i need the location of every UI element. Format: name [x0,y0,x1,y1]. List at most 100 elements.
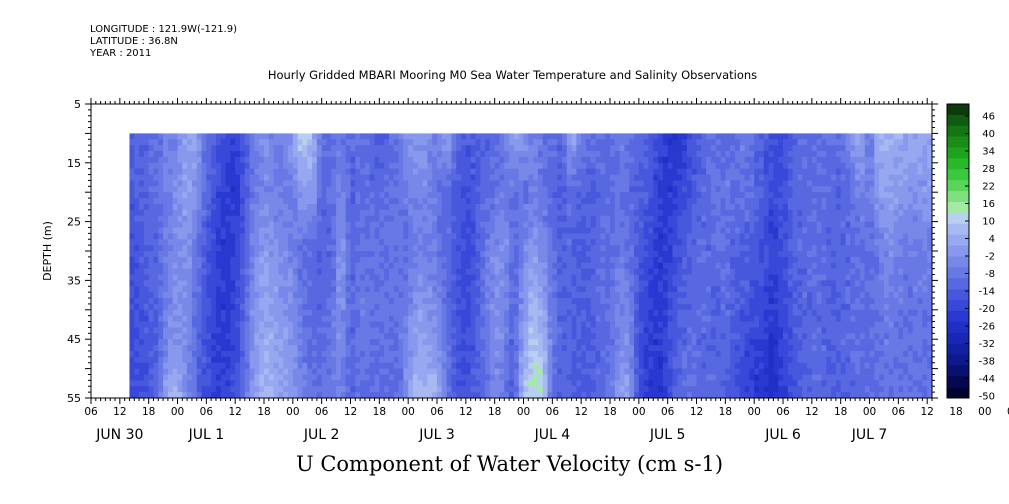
heatmap-cell [316,321,323,328]
heatmap-cell [201,133,207,140]
heatmap-cell [196,321,202,328]
heatmap-cell [297,251,303,258]
heatmap-cell [220,309,226,317]
heatmap-cell [331,374,337,381]
heatmap-cell [187,133,193,140]
heatmap-cell [600,198,606,205]
heatmap-cell [403,156,409,164]
heatmap-cell [307,315,313,322]
heatmap-cell [470,333,476,340]
heatmap-cell [412,192,419,199]
heatmap-cell [239,327,246,334]
heatmap-cell [340,350,347,358]
heatmap-cell [278,280,284,287]
heatmap-cell [158,274,164,281]
heatmap-cell [480,386,486,393]
heatmap-cell [196,262,202,270]
heatmap-cell [307,292,313,299]
heatmap-cell [196,268,202,275]
heatmap-cell [643,380,649,387]
heatmap-cell [489,174,496,181]
heatmap-cell [191,298,198,305]
heatmap-cell [537,245,544,252]
heatmap-cell [259,174,265,181]
heatmap-cell [437,362,443,369]
heatmap-cell [557,233,563,240]
heatmap-cell [475,345,481,352]
heatmap-cell [561,192,568,199]
heatmap-cell [451,180,457,187]
heatmap-cell [585,309,592,317]
heatmap-cell [331,227,337,234]
heatmap-cell [249,309,255,317]
heatmap-cell [634,251,640,258]
heatmap-cell [206,292,212,299]
heatmap-cell [182,327,188,334]
heatmap-cell [201,192,207,199]
heatmap-cell [230,309,236,317]
heatmap-cell [355,233,361,240]
heatmap-cell [523,186,529,193]
heatmap-cell [465,274,472,281]
heatmap-cell [158,186,164,193]
heatmap-cell [523,286,529,293]
heatmap-cell [196,245,202,252]
heatmap-cell [364,286,371,293]
heatmap-cell [595,356,601,364]
heatmap-cell [134,315,140,322]
heatmap-cell [610,174,616,181]
heatmap-cell [177,262,183,270]
heatmap-cell [134,209,140,217]
heatmap-cell [134,198,140,205]
heatmap-cell [581,333,587,340]
heatmap-cell [220,368,226,375]
heatmap-cell [239,374,246,381]
heatmap-cell [148,162,154,170]
heatmap-cell [139,168,145,175]
heatmap-cell [461,274,467,281]
heatmap-cell [605,139,611,146]
heatmap-cell [610,386,616,393]
heatmap-cell [489,245,496,252]
heatmap-cell [172,203,178,211]
heatmap-cell [446,239,452,246]
heatmap-cell [610,256,616,264]
heatmap-cell [355,151,361,158]
heatmap-cell [427,203,433,211]
heatmap-cell [629,251,635,258]
heatmap-cell [595,256,601,264]
heatmap-cell [196,327,202,334]
heatmap-cell [489,145,496,152]
heatmap-cell [408,292,414,299]
heatmap-cell [422,350,428,358]
heatmap-cell [307,174,313,181]
heatmap-cell [480,339,486,346]
heatmap-cell [398,227,404,234]
heatmap-cell [585,251,592,258]
heatmap-cell [461,209,467,217]
heatmap-cell [254,180,260,187]
heatmap-cell [509,168,515,175]
heatmap-cell [638,215,645,222]
heatmap-cell [331,392,337,399]
heatmap-cell [331,309,337,317]
heatmap-cell [379,256,385,264]
heatmap-cell [239,280,246,287]
heatmap-cell [489,368,496,375]
heatmap-cell [629,174,635,181]
heatmap-cell [485,298,491,305]
heatmap-cell [499,145,505,152]
heatmap-cell [153,221,159,228]
heatmap-cell [264,339,270,346]
heatmap-cell [408,303,414,311]
heatmap-cell [653,268,659,275]
heatmap-cell [153,251,159,258]
heatmap-cell [307,209,313,217]
heatmap-cell [489,139,496,146]
heatmap-cell [331,339,337,346]
heatmap-cell [475,203,481,211]
heatmap-cell [614,174,621,181]
heatmap-cell [374,251,380,258]
heatmap-cell [485,286,491,293]
heatmap-cell [235,145,241,152]
